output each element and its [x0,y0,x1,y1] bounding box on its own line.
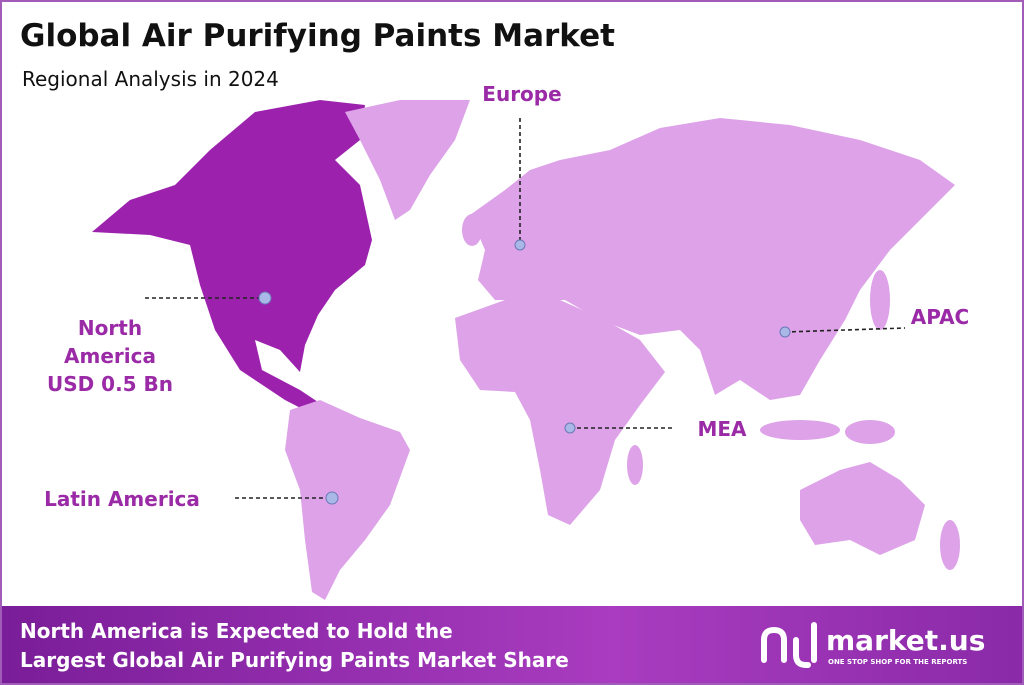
australia-shape [800,462,925,555]
marker-dot [514,239,526,251]
madagascar-shape [627,445,643,485]
leader-line [784,327,906,333]
indonesia-shape [760,420,840,440]
brand-logo [761,622,817,668]
greenland-shape [345,100,470,220]
north-america-shape [92,100,372,418]
title: Global Air Purifying Paints Market [20,18,615,54]
logo-mark [761,626,787,663]
footer-line: North America is Expected to Hold the [20,619,453,643]
africa-shape [455,300,665,525]
uk-shape [462,214,482,246]
marker-dot [564,422,576,434]
marker-dot [258,291,272,305]
label-line: America [64,344,156,368]
region-markers [145,118,906,505]
logo-mark [793,637,811,668]
south-america-shape [285,400,410,600]
footer-band [2,606,1022,683]
marker-dot [779,326,791,338]
new-guinea-shape [845,420,895,444]
japan-shape [870,270,890,330]
region-label: North America [64,316,156,368]
label-line: North [78,316,142,340]
region-label: APAC [911,305,969,329]
region-label: Europe [482,82,561,106]
region-labels: North America USD 0.5 Bn Europe APAC MEA … [44,82,969,511]
world-map [92,100,960,600]
footer-line: Largest Global Air Purifying Paints Mark… [20,648,569,672]
region-label: MEA [697,417,747,441]
new-zealand-shape [940,520,960,570]
marker-dot [325,491,339,505]
region-value: USD 0.5 Bn [47,372,173,396]
brand-name: market.us [826,624,985,657]
eurasia-shape [470,118,955,400]
brand-tagline: ONE STOP SHOP FOR THE REPORTS [828,658,967,666]
region-label: Latin America [44,487,200,511]
subtitle: Regional Analysis in 2024 [22,67,279,91]
footer: North America is Expected to Hold the La… [2,606,1022,683]
